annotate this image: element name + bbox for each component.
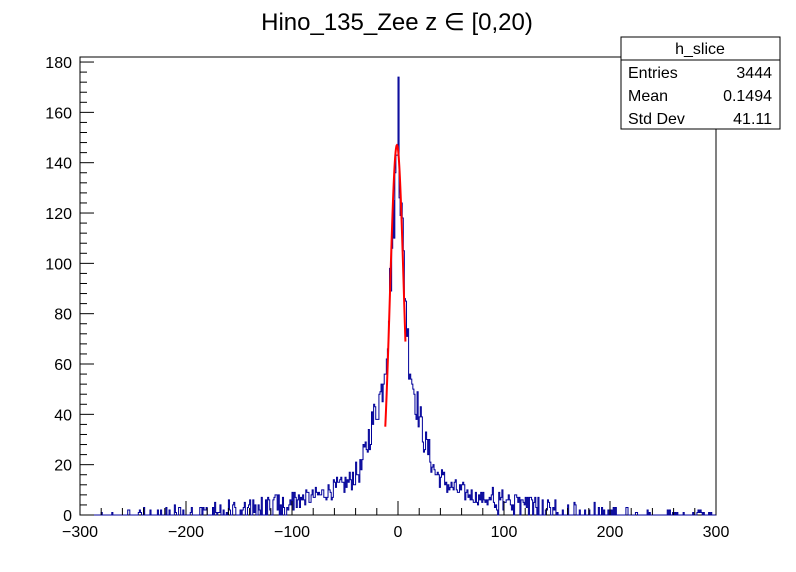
- stats-mean-label: Mean: [628, 88, 668, 105]
- histogram-line: [80, 76, 716, 516]
- x-tick-label: −300: [62, 524, 98, 541]
- y-tick-label: 140: [45, 156, 72, 173]
- y-tick-label: 20: [54, 458, 72, 475]
- x-tick-label: 200: [597, 524, 624, 541]
- stats-box-title: h_slice: [675, 41, 725, 58]
- x-axis: −300 −200 −100 0 100 200 300: [62, 501, 729, 541]
- y-axis: 0 20 40 60 80 100 120 140 160 180: [45, 55, 94, 525]
- stats-mean-value: 0.1494: [723, 88, 772, 105]
- y-tick-label: 0: [63, 508, 72, 525]
- x-tick-label: −100: [274, 524, 310, 541]
- y-tick-label: 120: [45, 206, 72, 223]
- stats-entries-value: 3444: [736, 65, 772, 82]
- stats-box: h_slice Entries 3444 Mean 0.1494 Std Dev…: [620, 36, 781, 130]
- x-tick-label: 100: [491, 524, 518, 541]
- chart-title: Hino_135_Zee z ∈ [0,20): [261, 9, 533, 36]
- y-tick-label: 180: [45, 55, 72, 72]
- y-tick-label: 60: [54, 357, 72, 374]
- stats-box-frame: [620, 36, 781, 130]
- y-tick-label: 160: [45, 105, 72, 122]
- x-tick-label: 0: [394, 524, 403, 541]
- y-tick-label: 100: [45, 256, 72, 273]
- histogram-series: [80, 76, 716, 516]
- x-tick-label: 300: [703, 524, 730, 541]
- stats-stddev-value: 41.11: [733, 111, 772, 128]
- y-tick-label: 80: [54, 307, 72, 324]
- stats-stddev-label: Std Dev: [628, 111, 685, 128]
- fit-curve: [384, 143, 407, 427]
- stats-entries-label: Entries: [628, 65, 678, 82]
- x-tick-label: −200: [168, 524, 204, 541]
- y-tick-label: 40: [54, 407, 72, 424]
